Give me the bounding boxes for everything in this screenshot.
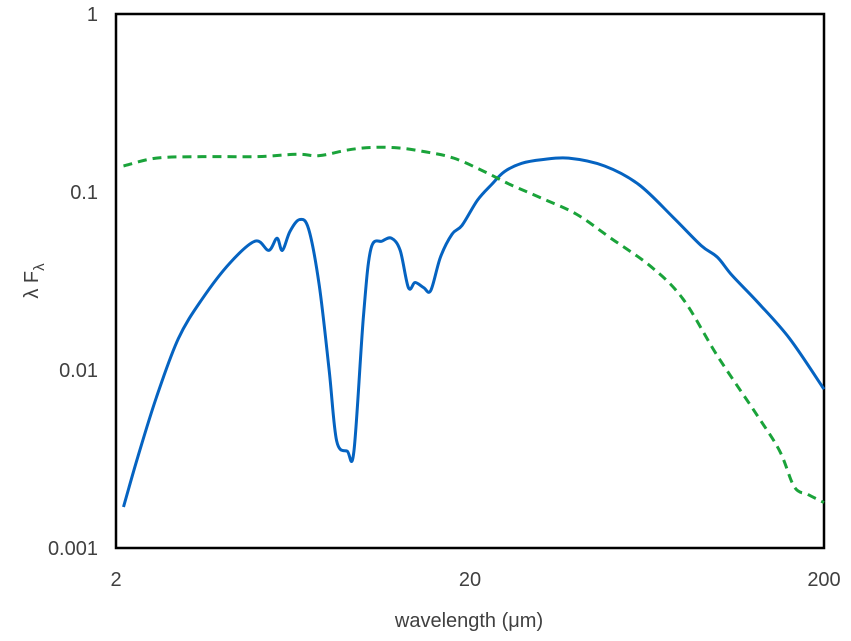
y-axis-label: λ Fλ — [21, 263, 48, 299]
series-layer — [122, 145, 826, 508]
series-line-dashed — [123, 145, 825, 504]
series-line-solid — [122, 156, 826, 508]
x-tick-label: 2 — [110, 569, 121, 591]
y-tick-label: 1 — [87, 4, 98, 26]
plot-area — [114, 12, 826, 550]
y-tick-label: 0.001 — [48, 538, 98, 560]
y-tick-label: 0.01 — [59, 360, 98, 382]
x-axis-label: wavelength (μm) — [394, 610, 543, 632]
x-tick-label: 200 — [807, 569, 840, 591]
x-tick-label: 20 — [459, 569, 481, 591]
y-axis-label-subscript: λ — [31, 263, 48, 271]
y-tick-labels: 0.001 0.01 0.1 1 — [48, 4, 98, 560]
y-tick-label: 0.1 — [70, 182, 98, 204]
x-tick-labels: 2 20 200 — [110, 569, 840, 591]
y-axis-label-main: λ F — [21, 271, 43, 299]
